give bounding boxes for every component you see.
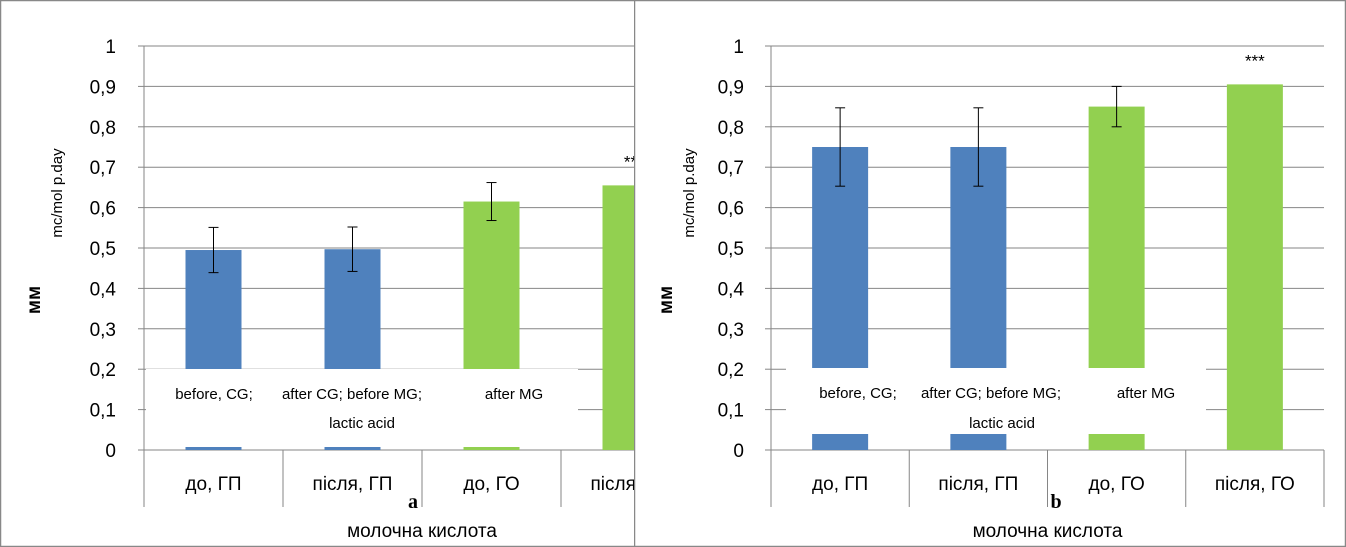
- overlay-label: after CG; before MG;: [282, 386, 422, 403]
- category-label: після, ГП: [938, 474, 1018, 495]
- y-axis-label: мм: [24, 286, 45, 314]
- significance-mark: **: [624, 152, 636, 171]
- overlay-label: before, CG;: [175, 386, 253, 403]
- y-tick-label: 0,3: [90, 320, 116, 341]
- y-tick-label: 0,4: [90, 279, 117, 300]
- y-axis-unit-label: mc/mol p.day: [49, 148, 66, 238]
- y-tick-label: 0,6: [718, 199, 744, 220]
- y-tick-label: 1: [733, 37, 744, 58]
- chart-a-svg: 1 0,9 0,8 0,7 0,6 0,5 0,4 0,3 0,2 0,1 0 мм mc/mol p.…: [0, 0, 636, 547]
- overlay-label: after CG; before MG;: [921, 385, 1061, 402]
- y-tick-label: 0,3: [718, 320, 744, 341]
- category-label: до, ГП: [812, 474, 868, 495]
- y-tick-label: 0,5: [90, 239, 116, 260]
- overlay-label: after MG: [1117, 385, 1175, 402]
- panel-letter: a: [408, 491, 418, 513]
- x-axis-label: молочна кислота: [973, 521, 1123, 542]
- y-tick-label: 1: [105, 37, 116, 58]
- panel-letter: b: [1050, 491, 1061, 513]
- y-tick-label: 0,1: [718, 401, 744, 422]
- overlay-box: [786, 368, 1206, 434]
- overlay-box: [146, 369, 578, 447]
- x-axis-label: молочна кислота: [347, 521, 497, 542]
- bar: [602, 185, 636, 450]
- y-tick-label: 0,6: [90, 199, 116, 220]
- y-tick-label: 0,8: [90, 118, 116, 139]
- y-tick-label: 0,2: [718, 360, 744, 381]
- y-tick-label: 0,7: [718, 158, 744, 179]
- y-tick-label: 0,4: [718, 279, 745, 300]
- category-label: після, ГО: [1215, 474, 1295, 495]
- overlay-label: after MG: [485, 386, 543, 403]
- overlay-sublabel: lactic acid: [969, 415, 1035, 432]
- bar: [1226, 84, 1283, 450]
- y-tick-label: 0,9: [718, 77, 744, 98]
- category-label: після, ГО: [591, 474, 636, 495]
- chart-panel-a: 1 0,9 0,8 0,7 0,6 0,5 0,4 0,3 0,2 0,1 0 мм mc/mol p.…: [0, 0, 636, 547]
- significance-mark: ***: [1245, 51, 1265, 70]
- y-tick-label: 0,2: [90, 360, 116, 381]
- y-tick-label: 0,5: [718, 239, 744, 260]
- y-tick-label: 0,7: [90, 158, 116, 179]
- y-tick-label: 0,1: [90, 401, 116, 422]
- category-label: до, ГО: [1089, 474, 1145, 495]
- y-tick-label: 0: [733, 441, 744, 462]
- chart-b-svg: 1 0,9 0,8 0,7 0,6 0,5 0,4 0,3 0,2 0,1 0 мм mc/mol p.…: [634, 0, 1346, 547]
- y-tick-label: 0: [105, 441, 116, 462]
- y-axis-label: мм: [656, 286, 677, 314]
- overlay-sublabel: lactic acid: [329, 415, 395, 432]
- y-tick-label: 0,9: [90, 77, 116, 98]
- overlay-label: before, CG;: [819, 385, 897, 402]
- category-label: до, ГП: [185, 474, 241, 495]
- category-label: до, ГО: [463, 474, 519, 495]
- y-axis-unit-label: mc/mol p.day: [681, 148, 698, 238]
- category-label: після, ГП: [313, 474, 393, 495]
- chart-panel-b: 1 0,9 0,8 0,7 0,6 0,5 0,4 0,3 0,2 0,1 0 мм mc/mol p.…: [634, 0, 1346, 547]
- y-tick-label: 0,8: [718, 118, 744, 139]
